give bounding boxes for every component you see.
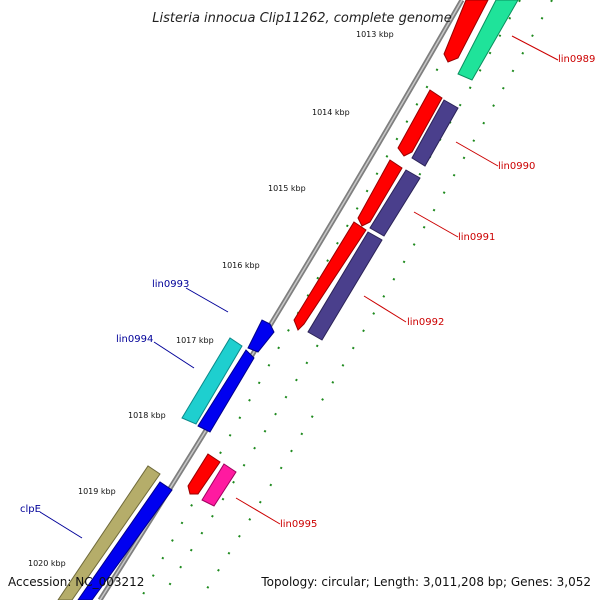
leader-lin0991 xyxy=(413,211,459,238)
gene-lin0995-arrow[interactable] xyxy=(187,453,237,507)
leader-lin0990 xyxy=(455,141,499,167)
gene-label-lin0995[interactable]: lin0995 xyxy=(280,519,317,530)
tick-label: 1018 kbp xyxy=(128,411,166,420)
tick-label: 1020 kbp xyxy=(28,559,66,568)
tick-label: 1017 kbp xyxy=(176,336,214,345)
leader-clpE xyxy=(39,511,83,539)
leader-lin0992 xyxy=(363,295,407,323)
gene-label-lin0989[interactable]: lin0989 xyxy=(558,54,595,65)
gene-lin0994-arrow[interactable] xyxy=(181,337,255,433)
accession-text: Accession: NC_003212 xyxy=(8,575,144,589)
tick-label: 1016 kbp xyxy=(222,261,260,270)
tick-label: 1015 kbp xyxy=(268,184,306,193)
tick-label: 1014 kbp xyxy=(312,108,350,117)
gene-clpE-arrow[interactable] xyxy=(57,465,173,600)
genome-summary-text: Topology: circular; Length: 3,011,208 bp… xyxy=(260,575,591,589)
gene-label-lin0992[interactable]: lin0992 xyxy=(407,317,444,328)
gene-label-lin0990[interactable]: lin0990 xyxy=(498,161,535,172)
gene-label-clpE[interactable]: clpE xyxy=(20,504,41,515)
gene-label-lin0994[interactable]: lin0994 xyxy=(116,334,153,345)
gene-label-lin0991[interactable]: lin0991 xyxy=(458,232,495,243)
leader-lin0989 xyxy=(511,35,559,61)
tick-label: 1013 kbp xyxy=(356,30,394,39)
tick-label: 1019 kbp xyxy=(78,487,116,496)
tick-ring-inner xyxy=(159,0,553,600)
leader-lin0994 xyxy=(153,341,195,369)
map-title: Listeria innocua Clip11262, complete gen… xyxy=(152,11,451,26)
leader-lin0995 xyxy=(235,497,281,525)
gene-label-lin0993[interactable]: lin0993 xyxy=(152,279,189,290)
gene-lin0990-arrow[interactable] xyxy=(397,89,459,167)
gene-lin0993-arrow[interactable] xyxy=(247,319,275,353)
gene-lin0992-arrow[interactable] xyxy=(293,221,383,341)
leader-lin0993 xyxy=(185,287,229,313)
gene-lin0989-arrow[interactable] xyxy=(443,0,519,81)
gene-lin0991-arrow[interactable] xyxy=(357,159,421,237)
